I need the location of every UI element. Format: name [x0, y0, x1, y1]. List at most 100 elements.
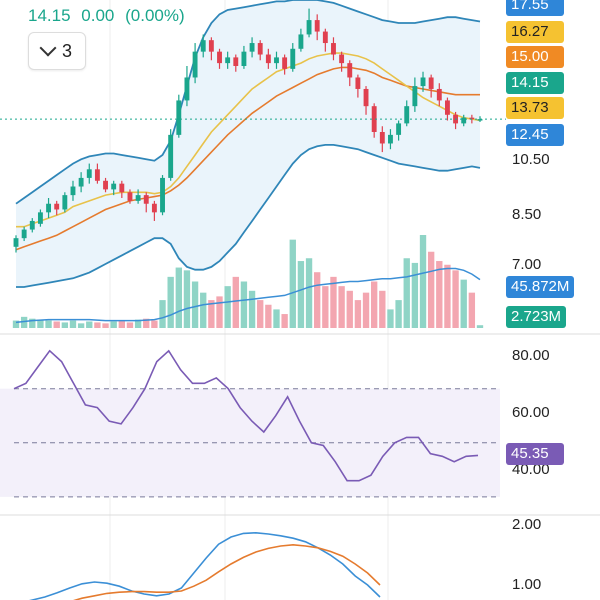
volume-bar — [297, 261, 305, 328]
volume-bar — [444, 264, 451, 328]
bollinger-upper-line — [15, 0, 481, 205]
volume-bar — [395, 300, 402, 328]
volume-bar — [265, 304, 272, 328]
volume-bar — [94, 322, 101, 328]
price-tag: 15.00 — [506, 46, 564, 68]
candle-body — [412, 86, 418, 107]
volume-bar — [330, 276, 337, 328]
candle-body — [306, 20, 312, 35]
bollinger-band-fill — [16, 0, 480, 287]
volume-tag: 45.872M — [506, 276, 575, 298]
candle-body — [54, 203, 60, 210]
volume-bar — [305, 258, 313, 328]
volume-bar — [167, 276, 174, 328]
volume-bar — [468, 292, 476, 328]
candle-body — [111, 183, 117, 190]
candle-body — [200, 40, 206, 52]
candle-body — [265, 54, 271, 64]
candle-body — [78, 177, 84, 187]
candle-body — [379, 132, 385, 144]
candle-body — [469, 117, 475, 120]
candle-body — [119, 183, 125, 193]
candle-body — [151, 203, 157, 213]
chevron-down-icon — [39, 39, 57, 57]
price-tag: 14.15 — [506, 72, 564, 94]
candle-body — [208, 40, 214, 52]
volume-bar — [118, 320, 125, 328]
candle-body — [355, 77, 361, 89]
candle-body — [298, 34, 304, 49]
candle-body — [103, 180, 108, 190]
candle-body — [62, 195, 68, 210]
candle-body — [461, 117, 467, 124]
candle-body — [436, 88, 442, 101]
bollinger-lower-line — [16, 143, 481, 288]
candle-body — [176, 100, 182, 135]
volume-bar — [143, 318, 150, 328]
candle-body — [444, 100, 450, 115]
volume-bar — [460, 279, 467, 328]
candle-body — [70, 186, 76, 196]
volume-bar — [240, 281, 248, 328]
candle-body — [396, 123, 402, 135]
volume-bar — [371, 281, 378, 328]
volume-bar — [232, 276, 239, 328]
candle-body — [257, 43, 263, 55]
candle-body — [404, 106, 410, 124]
volume-bar — [289, 239, 296, 328]
volume-bar — [248, 290, 256, 328]
candle-body — [184, 77, 190, 101]
volume-bar — [224, 286, 231, 328]
price-tag: 16.27 — [506, 21, 564, 43]
candle-body — [322, 31, 328, 44]
volume-bar — [37, 319, 44, 328]
candle-body — [135, 195, 141, 201]
price-tag: 12.45 — [506, 124, 564, 146]
candle-body — [428, 77, 434, 89]
candle-body — [143, 195, 149, 204]
rsi-value-tag: 45.35 — [506, 443, 564, 465]
volume-bar — [134, 319, 142, 328]
volume-bar — [322, 286, 329, 328]
volume-bar — [53, 321, 60, 328]
indicator-toggle-button[interactable]: 3 — [28, 32, 86, 70]
indicator-count: 3 — [61, 40, 72, 61]
price-tag: 13.73 — [506, 97, 564, 119]
volume-bar — [110, 321, 117, 328]
ma-fast-line — [16, 52, 481, 228]
volume-bar — [69, 320, 77, 328]
price-axis-tick: 10.50 — [512, 151, 550, 168]
candle-body — [37, 212, 43, 224]
volume-bar — [183, 270, 191, 328]
volume-bar — [102, 323, 109, 328]
volume-bar — [200, 292, 207, 328]
price-axis-tick: 8.50 — [512, 206, 542, 223]
volume-bar — [387, 309, 394, 328]
candle-body — [420, 77, 426, 87]
candle-body — [331, 43, 336, 55]
volume-bar — [86, 321, 93, 328]
rsi-axis-tick: 80.00 — [512, 347, 550, 364]
candle-body — [217, 51, 222, 64]
volume-bar — [20, 316, 28, 328]
candle-body — [86, 169, 92, 178]
volume-tag: 2.723M — [506, 306, 567, 328]
candle-body — [46, 203, 52, 213]
last-price: 14.15 — [28, 6, 71, 25]
candle-body — [477, 119, 483, 121]
volume-bar — [476, 325, 484, 328]
candle-body — [127, 192, 133, 201]
candle-body — [29, 220, 35, 230]
volume-bar — [338, 286, 345, 328]
candle-body — [347, 63, 353, 78]
candle-body — [339, 54, 345, 64]
volume-bar — [77, 323, 85, 328]
volume-bar — [419, 235, 427, 328]
volume-bar — [29, 318, 36, 328]
volume-bar — [273, 309, 280, 328]
price-header: 14.15 0.00 (0.00%) — [28, 6, 191, 26]
candle-body — [314, 20, 320, 32]
price-change: 0.00 — [81, 6, 115, 25]
candle-body — [94, 169, 100, 181]
